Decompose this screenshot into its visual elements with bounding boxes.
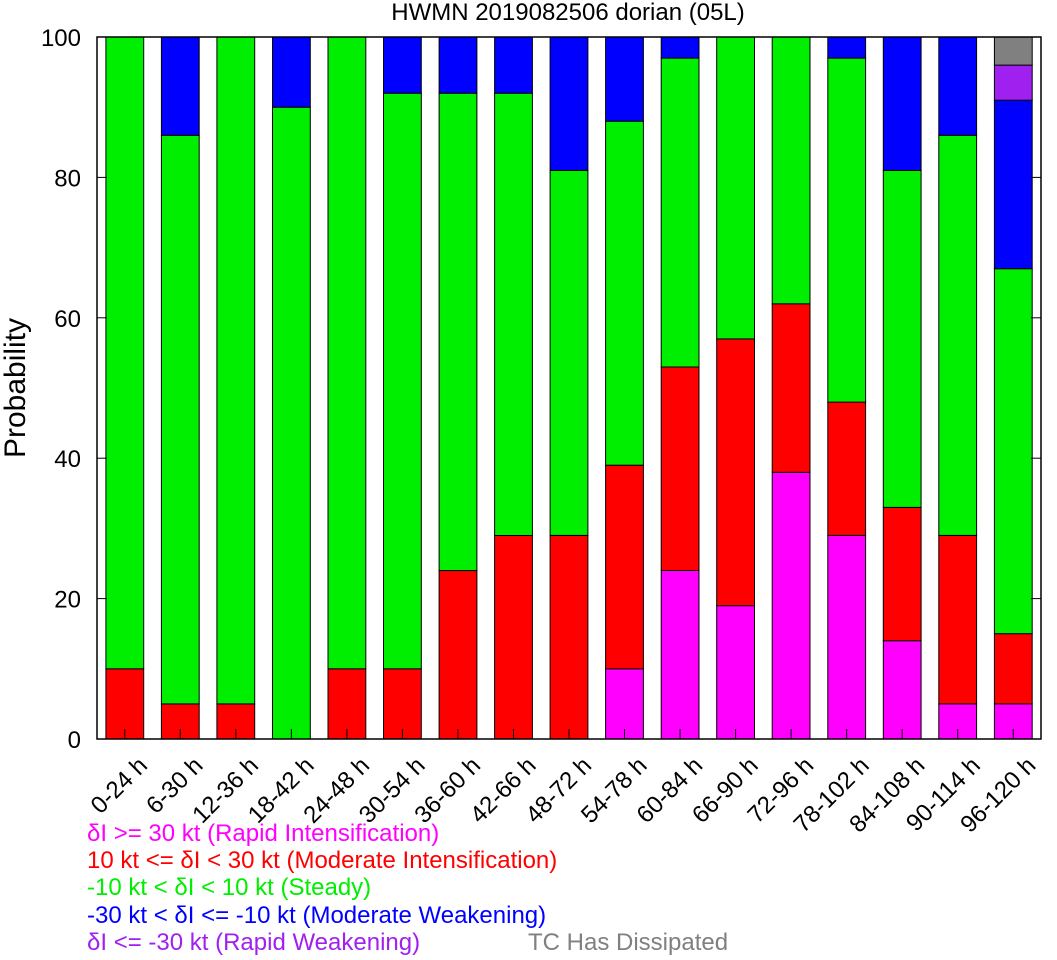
bar-segment-11-2 bbox=[716, 36, 756, 340]
bar-segment-2-2 bbox=[216, 36, 256, 705]
bar-segment-0-1 bbox=[105, 668, 145, 740]
y-axis-label: Probability bbox=[0, 318, 32, 458]
bar-segment-0-2 bbox=[105, 36, 145, 670]
bar-segment-4-1 bbox=[327, 668, 367, 740]
bar-segment-13-1 bbox=[827, 401, 867, 536]
bar-segment-14-0 bbox=[882, 640, 922, 740]
bar-segment-10-2 bbox=[660, 57, 700, 368]
bar-segment-9-3 bbox=[605, 36, 644, 122]
y-tick-label-1: 20 bbox=[54, 587, 81, 614]
chart-title: HWMN 2019082506 dorian (05L) bbox=[391, 0, 745, 26]
bar-segment-9-0 bbox=[605, 668, 644, 740]
bar-segment-11-1 bbox=[716, 338, 756, 607]
bar-segment-12-1 bbox=[771, 303, 811, 473]
bar-segment-14-3 bbox=[882, 36, 922, 171]
bar-segment-14-2 bbox=[882, 169, 922, 508]
x-axis: 0-24 h6-30 h12-36 h18-42 h24-48 h30-54 h… bbox=[86, 729, 1041, 838]
bar-segment-15-2 bbox=[938, 134, 978, 536]
bar-segment-13-0 bbox=[827, 534, 867, 740]
bar-segment-11-0 bbox=[716, 605, 756, 740]
bar-segment-7-1 bbox=[494, 534, 533, 740]
bar-segment-8-3 bbox=[549, 36, 589, 171]
bar-segment-14-1 bbox=[882, 506, 922, 642]
bar-segment-9-2 bbox=[605, 120, 644, 466]
bar-segment-1-2 bbox=[160, 134, 200, 705]
bar-segment-16-3 bbox=[993, 99, 1033, 270]
bar-segment-12-0 bbox=[771, 471, 811, 740]
y-axis: 0 20 40 60 80 100 bbox=[41, 25, 1041, 754]
y-tick-label-2: 40 bbox=[54, 446, 81, 473]
bar-segment-16-5 bbox=[993, 36, 1033, 66]
bar-segment-8-1 bbox=[549, 534, 589, 740]
bar-segment-3-3 bbox=[272, 36, 311, 108]
bar-segment-12-2 bbox=[771, 36, 811, 305]
bar-segment-10-1 bbox=[660, 366, 700, 571]
bar-segment-9-1 bbox=[605, 464, 644, 670]
bar-segment-5-2 bbox=[383, 92, 422, 670]
bar-segment-15-3 bbox=[938, 36, 978, 136]
bar-segment-15-1 bbox=[938, 534, 978, 705]
bar-segment-3-2 bbox=[272, 106, 311, 740]
bar-segment-4-2 bbox=[327, 36, 367, 670]
y-tick-label-0: 0 bbox=[68, 727, 81, 754]
bar-segment-6-3 bbox=[438, 36, 478, 94]
y-tick-label-5: 100 bbox=[41, 25, 81, 52]
y-tick-label-4: 80 bbox=[54, 165, 81, 192]
bar-segment-6-2 bbox=[438, 92, 478, 572]
bar-segment-10-3 bbox=[660, 36, 700, 59]
bar-segment-5-3 bbox=[383, 36, 422, 94]
bar-segment-16-4 bbox=[993, 64, 1033, 101]
bar-segment-8-2 bbox=[549, 169, 589, 536]
bar-segment-7-2 bbox=[494, 92, 533, 536]
bar-segment-13-2 bbox=[827, 57, 867, 403]
bar-segment-10-0 bbox=[660, 570, 700, 740]
bars bbox=[105, 36, 1033, 740]
y-tick-label-3: 60 bbox=[54, 306, 81, 333]
bar-segment-6-1 bbox=[438, 570, 478, 740]
bar-segment-16-2 bbox=[993, 268, 1033, 635]
bar-segment-1-3 bbox=[160, 36, 200, 136]
bar-segment-7-3 bbox=[494, 36, 533, 94]
bar-segment-13-3 bbox=[827, 36, 867, 59]
bar-segment-16-1 bbox=[993, 633, 1033, 705]
bar-segment-5-1 bbox=[383, 668, 422, 740]
x-tick-label-0: 0-24 h bbox=[86, 752, 153, 819]
